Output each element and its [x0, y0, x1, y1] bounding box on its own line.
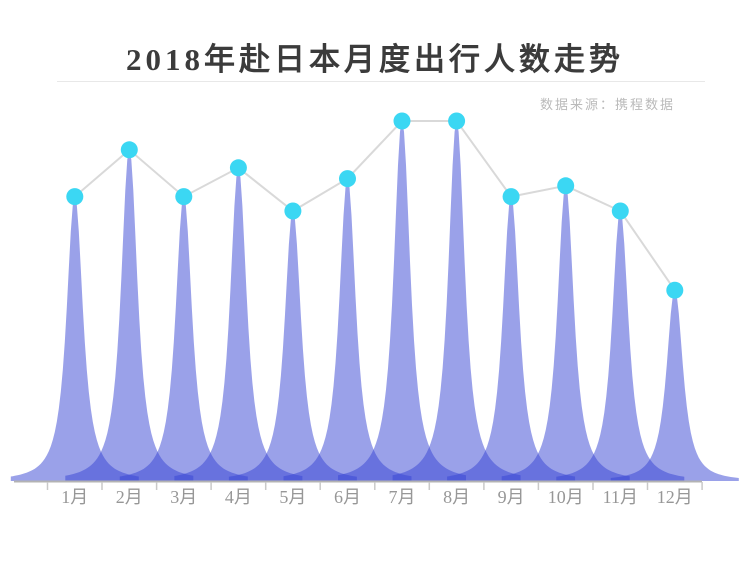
- chart-title: 2018年赴日本月度出行人数走势: [126, 42, 624, 77]
- data-point-1月: [66, 188, 84, 206]
- spike-10月: [501, 185, 630, 482]
- spike-1月: [10, 196, 139, 481]
- data-point-2月: [120, 141, 138, 159]
- spike-5月: [228, 211, 357, 481]
- x-axis-label-5月: 5月: [279, 487, 306, 507]
- data-point-7月: [393, 112, 411, 130]
- x-axis-label-12月: 12月: [657, 487, 693, 507]
- data-point-8月: [448, 112, 466, 130]
- x-axis-label-1月: 1月: [61, 487, 88, 507]
- spike-6月: [283, 178, 412, 481]
- spike-8月: [392, 121, 521, 481]
- x-axis-label-6月: 6月: [334, 487, 361, 507]
- data-point-5月: [284, 202, 302, 220]
- x-axis-label-7月: 7月: [389, 487, 416, 507]
- data-point-9月: [502, 188, 520, 206]
- data-source-label: 数据来源：携程数据: [539, 97, 675, 112]
- x-axis-label-11月: 11月: [603, 487, 638, 507]
- spike-12月: [610, 290, 739, 481]
- x-axis-label-10月: 10月: [548, 487, 584, 507]
- data-point-4月: [229, 159, 247, 177]
- spike-11月: [556, 211, 685, 481]
- x-axis-label-9月: 9月: [498, 487, 525, 507]
- x-axis-label-2月: 2月: [116, 487, 143, 507]
- x-axis-label-8月: 8月: [443, 487, 470, 507]
- data-point-12月: [666, 281, 684, 299]
- title-divider: [57, 81, 705, 82]
- spike-2月: [65, 149, 194, 482]
- data-point-6月: [339, 170, 356, 188]
- x-axis-label-4月: 4月: [225, 487, 252, 507]
- data-point-10月: [557, 177, 575, 195]
- spike-7月: [338, 121, 466, 481]
- trend-line: [74, 120, 676, 291]
- spike-4月: [174, 167, 303, 482]
- data-point-11月: [611, 202, 629, 220]
- data-point-3月: [175, 188, 193, 206]
- x-axis-label-3月: 3月: [170, 487, 197, 507]
- spike-3月: [119, 196, 248, 481]
- spike-9月: [447, 196, 576, 481]
